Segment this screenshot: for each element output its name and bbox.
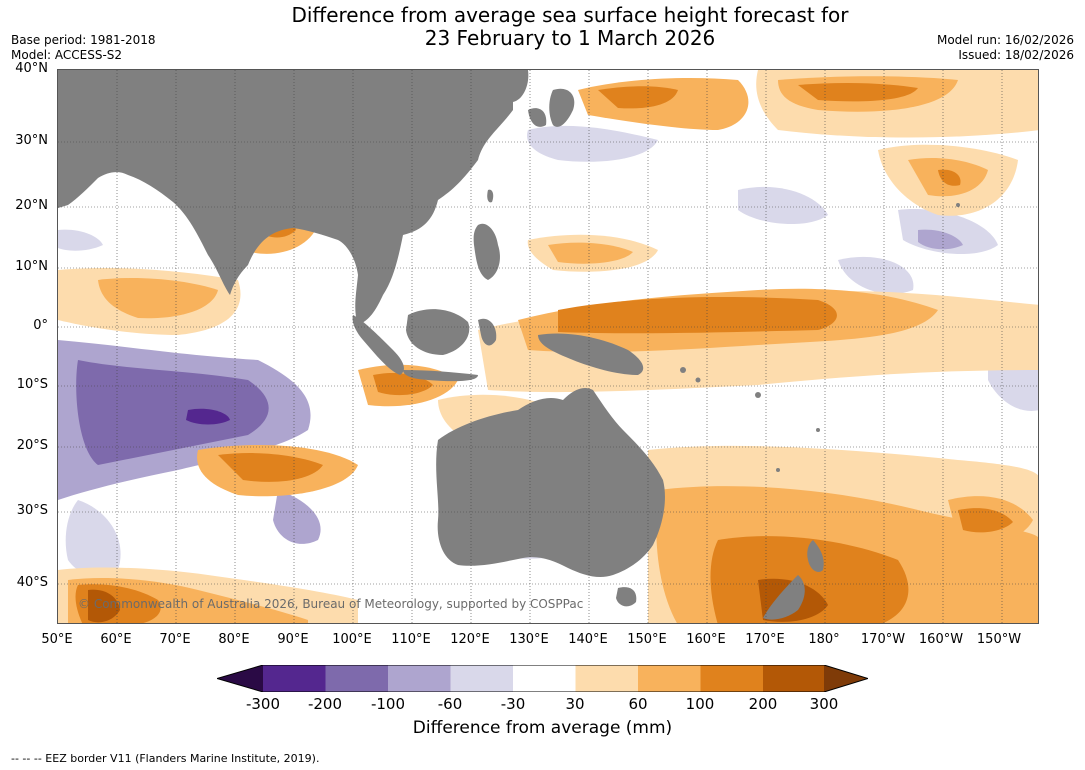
lat-label: 30°S — [16, 503, 48, 518]
colorbar-bin — [388, 665, 451, 692]
colorbar — [217, 665, 868, 692]
lat-label: 40°N — [15, 61, 48, 76]
lon-label: 90°E — [277, 632, 309, 647]
graticule — [58, 70, 1038, 623]
title-line-2: 23 February to 1 March 2026 — [424, 26, 716, 50]
lon-label: 60°E — [100, 632, 132, 647]
colorbar-tick: -200 — [307, 695, 343, 713]
colorbar-bin — [700, 665, 763, 692]
map-canvas — [58, 70, 1038, 623]
lon-label: 160°W — [918, 632, 964, 647]
title-line-1: Difference from average sea surface heig… — [291, 3, 849, 27]
lon-label: 120°E — [450, 632, 490, 647]
colorbar-tick: -300 — [245, 695, 281, 713]
base-period: Base period: 1981-2018 — [11, 33, 156, 47]
copyright-notice: © Commonwealth of Australia 2026, Bureau… — [78, 597, 584, 611]
lon-label: 70°E — [159, 632, 191, 647]
colorbar-bin — [638, 665, 701, 692]
map-title: Difference from average sea surface heig… — [0, 4, 1085, 50]
lat-label: 40°S — [16, 575, 48, 590]
model-name: Model: ACCESS-S2 — [11, 48, 123, 62]
meta-left: Base period: 1981-2018 Model: ACCESS-S2 — [11, 33, 156, 63]
lon-label: 130°E — [509, 632, 549, 647]
colorbar-bin — [763, 665, 824, 692]
eez-footnote: -- -- -- EEZ border V11 (Flanders Marine… — [11, 752, 320, 765]
colorbar-title: Difference from average (mm) — [412, 718, 673, 738]
lat-label: 20°S — [16, 438, 48, 453]
lon-label: 180° — [808, 632, 840, 647]
lon-label: 170°E — [745, 632, 785, 647]
lon-label: 150°W — [976, 632, 1022, 647]
lat-label: 10°S — [16, 377, 48, 392]
colorbar-tick: 60 — [628, 695, 648, 713]
lon-label: 140°E — [568, 632, 608, 647]
colorbar-bin — [575, 665, 638, 692]
model-run: Model run: 16/02/2026 — [936, 33, 1074, 47]
colorbar-bin — [263, 665, 326, 692]
lon-label: 80°E — [218, 632, 250, 647]
colorbar-bin — [325, 665, 388, 692]
land-masses — [58, 70, 960, 620]
lat-label: 0° — [33, 318, 48, 333]
issued-date: Issued: 18/02/2026 — [958, 48, 1074, 62]
lat-label: 20°N — [15, 198, 48, 213]
colorbar-tick: 100 — [685, 695, 715, 713]
lon-label: 50°E — [41, 632, 73, 647]
colorbar-tick: -60 — [437, 695, 463, 713]
lon-label: 100°E — [332, 632, 372, 647]
colorbar-tick: 200 — [748, 695, 778, 713]
colorbar-tick: -100 — [370, 695, 406, 713]
lon-label: 150°E — [627, 632, 667, 647]
colorbar-bin — [450, 665, 513, 692]
colorbar-tick: -30 — [500, 695, 526, 713]
colorbar-tick: 30 — [565, 695, 585, 713]
map-area: © Commonwealth of Australia 2026, Bureau… — [57, 69, 1039, 624]
colorbar-tick: 300 — [809, 695, 839, 713]
lon-label: 160°E — [686, 632, 726, 647]
lat-label: 10°N — [15, 259, 48, 274]
lon-label: 170°W — [860, 632, 906, 647]
colorbar-extend-min — [217, 665, 263, 692]
meta-right: Model run: 16/02/2026 Issued: 18/02/2026 — [937, 33, 1074, 63]
colorbar-bin — [513, 665, 576, 692]
lon-label: 110°E — [391, 632, 431, 647]
colorbar-extend-max — [824, 665, 868, 692]
lat-label: 30°N — [15, 133, 48, 148]
